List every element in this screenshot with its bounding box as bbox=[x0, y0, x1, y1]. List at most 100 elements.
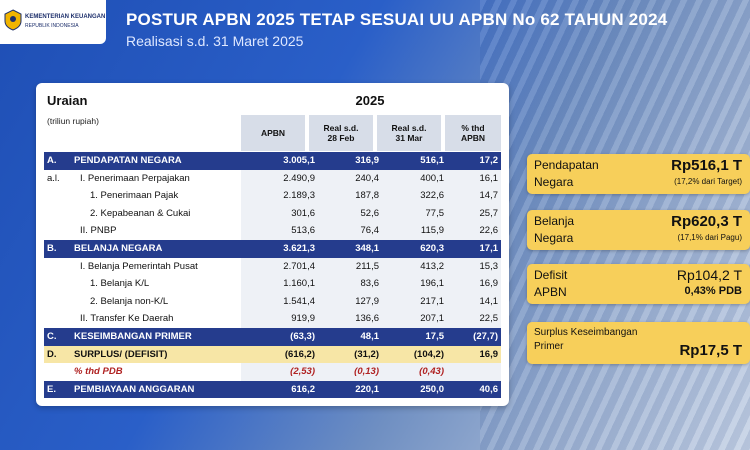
row-value-v2: 127,9 bbox=[355, 295, 379, 307]
table-row: A. PENDAPATAN NEGARA 3.005,1 316,9 516,1 17,2 bbox=[44, 152, 501, 170]
logo-text-republic: REPUBLIK INDONESIA bbox=[25, 23, 79, 29]
row-value-v1: 2.701,4 bbox=[283, 260, 315, 272]
row-label: PENDAPATAN NEGARA bbox=[74, 155, 182, 166]
row-value-v4: 22,5 bbox=[479, 313, 499, 325]
row-value-v1: 616,2 bbox=[291, 383, 315, 395]
summary-card-pendapatan: Pendapatan Negara Rp516,1 T (17,2% dari … bbox=[527, 154, 750, 194]
row-value-v3: 322,6 bbox=[420, 190, 444, 202]
row-value-v1: 1.160,1 bbox=[283, 278, 315, 290]
row-label: 1. Belanja K/L bbox=[90, 278, 150, 290]
column-header-percent: % thd APBN bbox=[445, 115, 501, 151]
column-header-real-mar: Real s.d. 31 Mar bbox=[377, 115, 441, 151]
row-value-v1: 2.490,9 bbox=[283, 172, 315, 184]
row-value-v1: 2.189,3 bbox=[283, 190, 315, 202]
row-value-v3: 17,5 bbox=[425, 331, 445, 342]
row-label: BELANJA NEGARA bbox=[74, 243, 163, 254]
row-value-v3: 207,1 bbox=[420, 313, 444, 325]
row-value-v3: 196,1 bbox=[420, 278, 444, 290]
row-label: KESEIMBANGAN PRIMER bbox=[74, 331, 192, 342]
row-letter: D. bbox=[47, 348, 57, 360]
row-value-v1: 513,6 bbox=[291, 225, 315, 237]
row-letter: E. bbox=[47, 383, 56, 395]
row-value-v4: 14,7 bbox=[479, 190, 499, 202]
apbn-table-card: Uraian (triliun rupiah) 2025 APBN Real s… bbox=[36, 83, 509, 406]
table-row: % thd PDB (2,53) (0,13) (0,43) bbox=[44, 363, 501, 381]
row-label: I. Belanja Pemerintah Pusat bbox=[80, 260, 198, 272]
table-row: E. PEMBIAYAAN ANGGARAN 616,2 220,1 250,0 40,6 bbox=[44, 380, 501, 399]
row-value-v4: 16,9 bbox=[479, 348, 499, 360]
row-value-v3: (104,2) bbox=[413, 348, 444, 360]
table-row: I. Belanja Pemerintah Pusat 2.701,4 211,5 4… bbox=[44, 257, 501, 276]
row-letter: A. bbox=[47, 155, 57, 166]
table-header-uraian: Uraian bbox=[47, 93, 88, 108]
row-value-v3: 413,2 bbox=[420, 260, 444, 272]
column-header-real-feb: Real s.d. 28 Feb bbox=[309, 115, 373, 151]
table-row: a.l. I. Penerimaan Perpajakan 2.490,9 240,4… bbox=[44, 169, 501, 188]
row-value-v4: 17,2 bbox=[479, 155, 499, 166]
summary-card-defisit: Defisit APBN Rp104,2 T 0,43% PDB bbox=[527, 264, 750, 304]
row-value-v3: 250,0 bbox=[420, 383, 444, 395]
row-value-v3: 217,1 bbox=[420, 295, 444, 307]
table-row: II. PNBP 513,6 76,4 115,9 22,6 bbox=[44, 222, 501, 240]
row-value-v4: 25,7 bbox=[479, 207, 499, 219]
row-label: PEMBIAYAAN ANGGARAN bbox=[74, 383, 195, 395]
row-value-v4: 40,6 bbox=[479, 383, 499, 395]
page-title: POSTUR APBN 2025 TETAP SESUAI UU APBN No… bbox=[126, 10, 668, 29]
row-label: 2. Kepabeanan & Cukai bbox=[90, 207, 191, 219]
row-value-v3: (0,43) bbox=[419, 366, 444, 378]
ministry-emblem-icon bbox=[4, 9, 22, 31]
table-row: 2. Belanja non-K/L 1.541,4 127,9 217,1 14,1 bbox=[44, 292, 501, 311]
row-label: SURPLUS/ (DEFISIT) bbox=[74, 348, 168, 360]
row-value-v2: 316,9 bbox=[355, 155, 379, 166]
logo-text-ministry: KEMENTERIAN KEUANGAN bbox=[25, 14, 106, 20]
row-value-v4: 16,1 bbox=[479, 172, 499, 184]
table-unit-label: (triliun rupiah) bbox=[47, 116, 99, 126]
row-value-v1: 3.621,3 bbox=[283, 243, 315, 254]
row-value-v2: 136,6 bbox=[355, 313, 379, 325]
row-value-v2: 187,8 bbox=[355, 190, 379, 202]
row-value-v4: 15,3 bbox=[479, 260, 499, 272]
row-value-v2: 83,6 bbox=[360, 278, 380, 290]
table-row: 1. Belanja K/L 1.160,1 83,6 196,1 16,9 bbox=[44, 275, 501, 293]
row-value-v3: 516,1 bbox=[420, 155, 444, 166]
table-row: B. BELANJA NEGARA 3.621,3 348,1 620,3 17,1 bbox=[44, 240, 501, 258]
row-letter: B. bbox=[47, 243, 57, 254]
row-label: II. PNBP bbox=[80, 225, 117, 237]
row-value-v2: 240,4 bbox=[355, 172, 379, 184]
row-value-v4: 16,9 bbox=[479, 278, 499, 290]
column-header-apbn: APBN bbox=[241, 115, 305, 151]
summary-card-belanja: Belanja Negara Rp620,3 T (17,1% dari Pag… bbox=[527, 210, 750, 250]
row-value-v4: 17,1 bbox=[479, 243, 499, 254]
row-value-v3: 115,9 bbox=[420, 225, 444, 237]
row-value-v1: 1.541,4 bbox=[283, 295, 315, 307]
row-value-v2: 48,1 bbox=[360, 331, 380, 342]
row-value-v1: 3.005,1 bbox=[283, 155, 315, 166]
table-row: D. SURPLUS/ (DEFISIT) (616,2) (31,2) (104,2)… bbox=[44, 345, 501, 364]
table-header-year: 2025 bbox=[355, 93, 385, 108]
table-row: C. KESEIMBANGAN PRIMER (63,3) 48,1 17,5 (27,7… bbox=[44, 328, 501, 346]
row-value-v1: (63,3) bbox=[290, 331, 315, 342]
table-row: 1. Penerimaan Pajak 2.189,3 187,8 322,6 14,7 bbox=[44, 187, 501, 205]
row-label: II. Transfer Ke Daerah bbox=[80, 313, 174, 325]
row-value-v3: 400,1 bbox=[420, 172, 444, 184]
row-value-v2: 76,4 bbox=[360, 225, 380, 237]
ministry-logo: KEMENTERIAN KEUANGAN REPUBLIK INDONESIA bbox=[0, 0, 106, 44]
row-value-v2: (31,2) bbox=[354, 348, 379, 360]
page-subtitle: Realisasi s.d. 31 Maret 2025 bbox=[126, 33, 304, 49]
row-value-v2: 52,6 bbox=[360, 207, 380, 219]
row-value-v1: (2,53) bbox=[290, 366, 315, 378]
row-value-v1: 301,6 bbox=[291, 207, 315, 219]
row-label: % thd PDB bbox=[74, 366, 123, 378]
row-label: 1. Penerimaan Pajak bbox=[90, 190, 179, 202]
row-value-v2: 220,1 bbox=[355, 383, 379, 395]
row-value-v3: 620,3 bbox=[420, 243, 444, 254]
row-label: I. Penerimaan Perpajakan bbox=[80, 172, 190, 184]
row-value-v4: (27,7) bbox=[473, 331, 498, 342]
row-value-v1: 919,9 bbox=[291, 313, 315, 325]
row-value-v2: 348,1 bbox=[355, 243, 379, 254]
row-value-v1: (616,2) bbox=[284, 348, 315, 360]
row-value-v4: 14,1 bbox=[479, 295, 499, 307]
table-row: II. Transfer Ke Daerah 919,9 136,6 207,1 22,… bbox=[44, 310, 501, 328]
summary-card-surplus-primer: Surplus Keseimbangan Primer Rp17,5 T bbox=[527, 322, 750, 364]
